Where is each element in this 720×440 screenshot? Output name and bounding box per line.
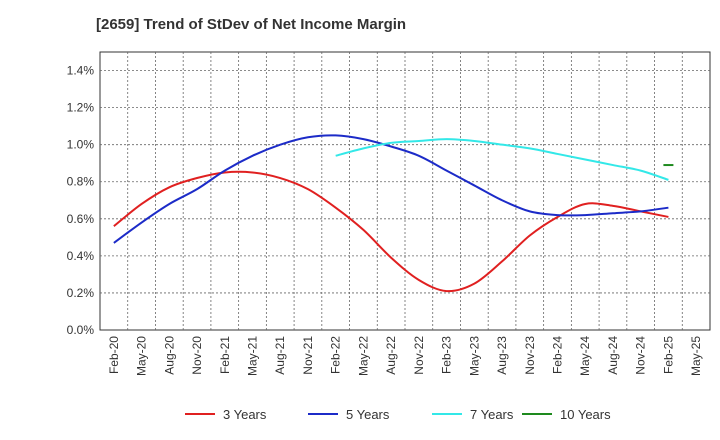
x-tick-label: Nov-24 xyxy=(634,336,648,375)
x-tick-label: May-23 xyxy=(467,336,481,376)
legend-label-10-years: 10 Years xyxy=(560,407,611,422)
x-tick-label: Nov-22 xyxy=(412,336,426,375)
y-tick-label: 0.0% xyxy=(67,323,95,337)
legend-label-3-years: 3 Years xyxy=(223,407,267,422)
x-tick-label: Aug-22 xyxy=(384,336,398,375)
x-tick-label: Aug-24 xyxy=(606,336,620,375)
y-tick-label: 0.2% xyxy=(67,286,95,300)
x-tick-label: Feb-20 xyxy=(107,336,121,374)
x-tick-label: Aug-21 xyxy=(273,336,287,375)
series-line-3-years xyxy=(113,170,669,293)
x-tick-label: May-20 xyxy=(135,336,149,376)
y-tick-label: 0.8% xyxy=(67,175,95,189)
legend-label-7-years: 7 Years xyxy=(470,407,514,422)
y-tick-label: 1.0% xyxy=(67,138,95,152)
x-tick-label: Feb-21 xyxy=(218,336,232,374)
x-tick-label: Aug-20 xyxy=(162,336,176,375)
legend-label-5-years: 5 Years xyxy=(346,407,390,422)
x-tick-label: Feb-22 xyxy=(329,336,343,374)
x-tick-label: Feb-25 xyxy=(661,336,675,374)
x-tick-label: May-25 xyxy=(689,336,703,376)
x-tick-label: Nov-23 xyxy=(523,336,537,375)
chart-title: [2659] Trend of StDev of Net Income Marg… xyxy=(96,16,407,33)
x-tick-label: Aug-23 xyxy=(495,336,509,375)
y-tick-label: 0.6% xyxy=(67,212,95,226)
x-tick-label: May-21 xyxy=(246,336,260,376)
x-tick-label: Nov-21 xyxy=(301,336,315,375)
x-tick-label: Feb-24 xyxy=(551,336,565,374)
y-tick-label: 1.4% xyxy=(67,64,95,78)
series-line-7-years xyxy=(335,138,669,181)
y-tick-label: 1.2% xyxy=(67,101,95,115)
x-tick-label: Feb-23 xyxy=(440,336,454,374)
x-tick-label: May-22 xyxy=(356,336,370,376)
x-tick-label: Nov-20 xyxy=(190,336,204,375)
y-tick-label: 0.4% xyxy=(67,249,95,263)
series-line-5-years xyxy=(113,134,669,244)
plot-area xyxy=(99,51,711,331)
x-tick-label: May-24 xyxy=(578,336,592,376)
